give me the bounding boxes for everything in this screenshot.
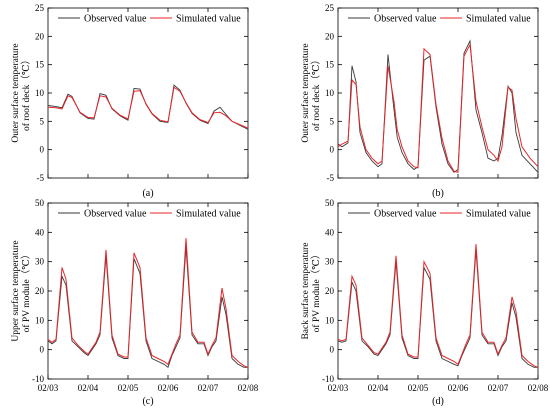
legend-label-simulated: Simulated value xyxy=(176,209,241,220)
y-tick-label: 20 xyxy=(325,31,335,41)
y-axis-label: Outer surface temperatureof roof deck（℃） xyxy=(10,43,32,142)
panel-caption: (a) xyxy=(142,188,153,199)
y-tick-label: -5 xyxy=(327,173,335,183)
y-tick-label: 0 xyxy=(330,145,335,155)
y-tick-label: 10 xyxy=(325,315,335,325)
x-tick-label: 02/07 xyxy=(198,383,219,393)
y-axis-label-line: of roof deck（℃） xyxy=(20,55,32,131)
y-tick-label: 5 xyxy=(40,116,45,126)
panel-caption: (c) xyxy=(142,396,153,407)
x-tick-label: 02/03 xyxy=(38,383,59,393)
y-tick-label: 30 xyxy=(325,257,335,267)
legend-label-observed: Observed value xyxy=(84,209,147,220)
y-axis-label-line: Back surface temperature xyxy=(300,242,311,339)
chart-panel-d: -10 0 10 20 30 40 50 02/03 02/04 02/05 02/06 02/07 0… xyxy=(300,198,549,407)
y-axis-label: Upper surface temperatureof PV module（℃） xyxy=(10,240,32,341)
chart-panel-a: -5 0 5 10 15 20 25 Outer surface temperatureof … xyxy=(10,3,249,199)
legend-label-observed: Observed value xyxy=(84,14,147,25)
y-tick-label: 25 xyxy=(35,3,45,13)
y-axis-label: Outer surface temperatureof roof deck（℃） xyxy=(300,43,322,142)
panel-caption: (d) xyxy=(432,396,444,407)
x-tick-label: 02/05 xyxy=(408,383,429,393)
y-tick-label: 10 xyxy=(325,88,335,98)
series-line-observed xyxy=(337,249,538,368)
legend-label-observed: Observed value xyxy=(374,14,437,25)
chart-panel-c: -10 0 10 20 30 40 50 02/03 02/04 02/05 02/06 02/07 0… xyxy=(10,198,259,407)
panel-caption: (b) xyxy=(432,188,444,199)
y-tick-label: 30 xyxy=(35,257,45,267)
chart-panel-b: -5 0 5 10 15 20 25 Outer surface temperatureof … xyxy=(300,3,539,199)
y-axis-label-line: Outer surface temperature xyxy=(10,43,21,142)
x-tick-label: 02/04 xyxy=(78,383,99,393)
plot-frame xyxy=(47,7,249,179)
y-tick-label: 10 xyxy=(35,88,45,98)
series-line-simulated xyxy=(47,238,249,368)
y-tick-label: 40 xyxy=(325,227,335,237)
series-line-observed xyxy=(47,246,248,369)
y-tick-label: 15 xyxy=(35,60,45,70)
y-tick-label: 20 xyxy=(35,31,45,41)
y-tick-label: -10 xyxy=(322,374,334,384)
series-line-simulated xyxy=(337,43,539,173)
y-axis-label-line: of PV module（℃） xyxy=(20,250,32,333)
y-tick-label: 25 xyxy=(325,3,335,13)
y-tick-label: 0 xyxy=(330,345,335,355)
y-tick-label: -5 xyxy=(37,173,45,183)
x-tick-label: 02/06 xyxy=(448,383,469,393)
y-tick-label: 50 xyxy=(325,198,335,208)
legend-label-simulated: Simulated value xyxy=(176,14,241,25)
y-tick-label: 40 xyxy=(35,227,45,237)
y-axis-label-line: Outer surface temperature xyxy=(300,43,311,142)
legend-label-observed: Observed value xyxy=(374,209,437,220)
plot-frame xyxy=(47,202,249,380)
x-tick-label: 02/07 xyxy=(488,383,509,393)
y-tick-label: 10 xyxy=(35,315,45,325)
y-tick-label: 0 xyxy=(40,345,45,355)
y-axis-label-line: of PV module（℃） xyxy=(310,250,322,333)
y-axis-label: Back surface temperatureof PV module（℃） xyxy=(300,242,322,339)
series-line-simulated xyxy=(47,86,249,129)
legend-label-simulated: Simulated value xyxy=(466,14,531,25)
x-tick-label: 02/06 xyxy=(158,383,179,393)
x-tick-label: 02/08 xyxy=(238,383,259,393)
series-line-simulated xyxy=(337,244,539,368)
y-tick-label: 0 xyxy=(40,145,45,155)
y-tick-label: 15 xyxy=(325,60,335,70)
y-tick-label: -10 xyxy=(32,374,44,384)
y-tick-label: 20 xyxy=(325,286,335,296)
y-axis-label-line: Upper surface temperature xyxy=(10,240,21,341)
x-tick-label: 02/05 xyxy=(118,383,139,393)
y-tick-label: 20 xyxy=(35,286,45,296)
y-axis-label-line: of roof deck（℃） xyxy=(310,55,322,131)
x-tick-label: 02/08 xyxy=(528,383,549,393)
y-tick-label: 5 xyxy=(330,116,335,126)
x-tick-label: 02/04 xyxy=(368,383,389,393)
legend-label-simulated: Simulated value xyxy=(466,209,531,220)
plot-frame xyxy=(337,202,539,380)
x-tick-label: 02/03 xyxy=(328,383,349,393)
y-tick-label: 50 xyxy=(35,198,45,208)
